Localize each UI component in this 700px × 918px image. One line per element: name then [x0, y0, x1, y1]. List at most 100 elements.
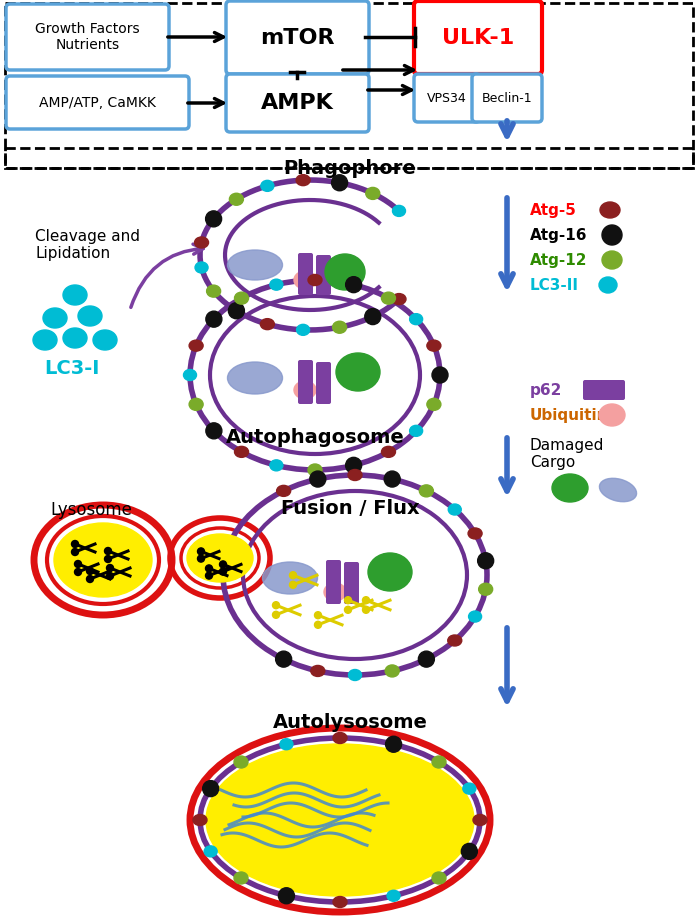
FancyBboxPatch shape [472, 74, 542, 122]
Ellipse shape [410, 425, 423, 436]
Circle shape [203, 780, 218, 797]
Circle shape [344, 597, 351, 604]
Ellipse shape [33, 330, 57, 350]
Circle shape [74, 561, 81, 567]
Text: Atg-12: Atg-12 [530, 252, 587, 267]
Ellipse shape [234, 446, 248, 457]
Circle shape [228, 303, 244, 319]
Ellipse shape [204, 845, 217, 856]
Ellipse shape [332, 321, 346, 333]
Ellipse shape [432, 872, 446, 884]
Ellipse shape [348, 469, 362, 480]
Ellipse shape [43, 308, 67, 328]
Ellipse shape [189, 341, 203, 352]
FancyBboxPatch shape [326, 560, 341, 604]
FancyBboxPatch shape [226, 74, 369, 132]
Ellipse shape [385, 665, 399, 677]
FancyBboxPatch shape [316, 255, 331, 295]
Text: Fusion / Flux: Fusion / Flux [281, 498, 419, 518]
Text: ULK-1: ULK-1 [442, 28, 514, 48]
Circle shape [314, 611, 321, 619]
Circle shape [310, 471, 326, 487]
Circle shape [272, 601, 279, 609]
Ellipse shape [599, 404, 625, 426]
Text: Phagophore: Phagophore [284, 159, 416, 177]
Ellipse shape [479, 583, 493, 595]
Ellipse shape [54, 523, 152, 597]
Circle shape [220, 561, 227, 568]
Text: Cargo: Cargo [530, 454, 575, 469]
Ellipse shape [308, 464, 322, 476]
Ellipse shape [468, 528, 482, 539]
Circle shape [106, 573, 113, 579]
Ellipse shape [552, 474, 588, 502]
Text: Cleavage and
Lipidation: Cleavage and Lipidation [35, 229, 140, 262]
FancyBboxPatch shape [226, 1, 369, 74]
Ellipse shape [599, 478, 636, 502]
Circle shape [206, 311, 222, 327]
Ellipse shape [468, 611, 482, 622]
FancyBboxPatch shape [414, 1, 542, 74]
Ellipse shape [189, 398, 203, 410]
Ellipse shape [195, 237, 209, 248]
Ellipse shape [392, 294, 406, 305]
Circle shape [386, 736, 402, 752]
Ellipse shape [187, 534, 253, 582]
FancyBboxPatch shape [6, 4, 169, 70]
Text: Ubiquitin: Ubiquitin [530, 408, 608, 422]
Ellipse shape [193, 814, 207, 825]
Circle shape [461, 844, 477, 859]
Text: Damaged: Damaged [530, 438, 604, 453]
Circle shape [290, 572, 297, 578]
Circle shape [197, 548, 204, 554]
Ellipse shape [333, 897, 347, 908]
Circle shape [346, 276, 362, 293]
Circle shape [432, 367, 448, 383]
Ellipse shape [206, 285, 220, 297]
Circle shape [346, 457, 362, 474]
Ellipse shape [333, 733, 347, 744]
Ellipse shape [382, 292, 395, 304]
FancyBboxPatch shape [298, 360, 313, 404]
Circle shape [276, 651, 292, 667]
Circle shape [384, 471, 400, 487]
Circle shape [106, 565, 113, 572]
Ellipse shape [473, 814, 487, 825]
Ellipse shape [366, 187, 380, 199]
Text: AMPK: AMPK [261, 93, 334, 113]
Circle shape [332, 174, 348, 191]
Ellipse shape [311, 666, 325, 677]
Ellipse shape [270, 279, 283, 290]
Circle shape [71, 541, 78, 547]
FancyBboxPatch shape [414, 74, 480, 122]
Text: p62: p62 [530, 383, 562, 397]
Text: mTOR: mTOR [260, 28, 335, 48]
Ellipse shape [276, 486, 290, 497]
Ellipse shape [410, 314, 423, 325]
Ellipse shape [234, 292, 248, 304]
Ellipse shape [93, 330, 117, 350]
Bar [5, 3, 693, 168]
Text: VPS34: VPS34 [427, 92, 467, 105]
Circle shape [104, 555, 111, 563]
Circle shape [104, 547, 111, 554]
Ellipse shape [448, 635, 462, 646]
FancyBboxPatch shape [298, 253, 313, 295]
Ellipse shape [325, 254, 365, 290]
Ellipse shape [432, 756, 446, 768]
Ellipse shape [294, 381, 316, 399]
Text: Growth Factors
Nutrients: Growth Factors Nutrients [35, 22, 140, 52]
Ellipse shape [387, 890, 400, 901]
Ellipse shape [262, 562, 318, 594]
Ellipse shape [230, 194, 244, 206]
Ellipse shape [63, 328, 87, 348]
Ellipse shape [234, 756, 248, 768]
Circle shape [602, 225, 622, 245]
Circle shape [206, 572, 213, 579]
Circle shape [363, 606, 370, 613]
Circle shape [290, 581, 297, 588]
Ellipse shape [78, 306, 102, 326]
Ellipse shape [602, 251, 622, 269]
Ellipse shape [297, 324, 309, 335]
FancyBboxPatch shape [344, 562, 359, 604]
